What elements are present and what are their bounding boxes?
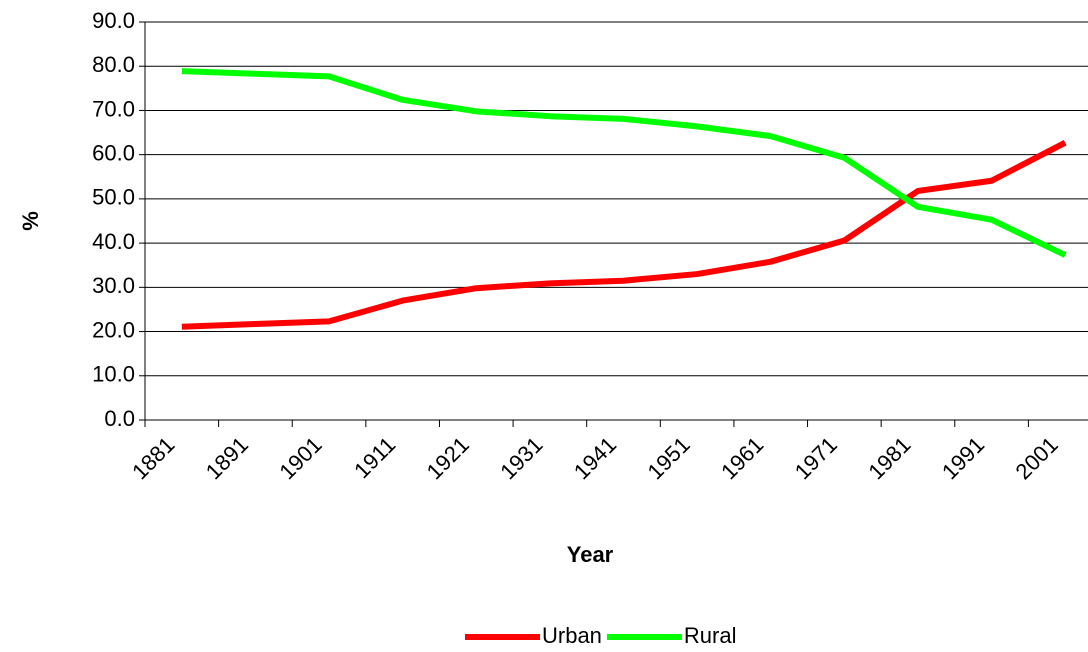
y-tick-label: 40.0 [92,229,135,254]
x-axis-label: Year [567,542,614,567]
y-tick-label: 50.0 [92,185,135,210]
x-tick-label: 1971 [790,432,842,484]
line [181,68,1067,258]
x-tick-label: 1911 [349,432,400,483]
y-tick-label: 80.0 [92,52,135,77]
y-tick-label: 10.0 [92,362,135,387]
y-tick-label: 70.0 [92,96,135,121]
x-tick-label: 2001 [1011,432,1063,484]
y-tick-label: 30.0 [92,273,135,298]
x-tick-label: 1891 [201,432,253,484]
legend-label: Urban [542,623,602,648]
y-tick-label: 90.0 [92,8,135,33]
x-tick-label: 1961 [716,432,768,484]
x-tick-label: 1991 [937,432,989,484]
x-tick-label: 1931 [495,432,547,484]
x-tick-label: 1881 [127,432,179,484]
x-tick-label: 1941 [569,432,621,484]
y-tick-label: 0.0 [104,406,135,431]
y-axis-label: % [18,211,43,231]
legend-label: Rural [684,623,737,648]
y-tick-label: 60.0 [92,140,135,165]
y-tick-label: 20.0 [92,317,135,342]
x-tick-label: 1981 [863,432,915,484]
x-tick-label: 1901 [274,432,326,484]
x-tick-label: 1951 [642,432,694,484]
line [181,140,1067,330]
x-tick-label: 1921 [422,432,474,484]
